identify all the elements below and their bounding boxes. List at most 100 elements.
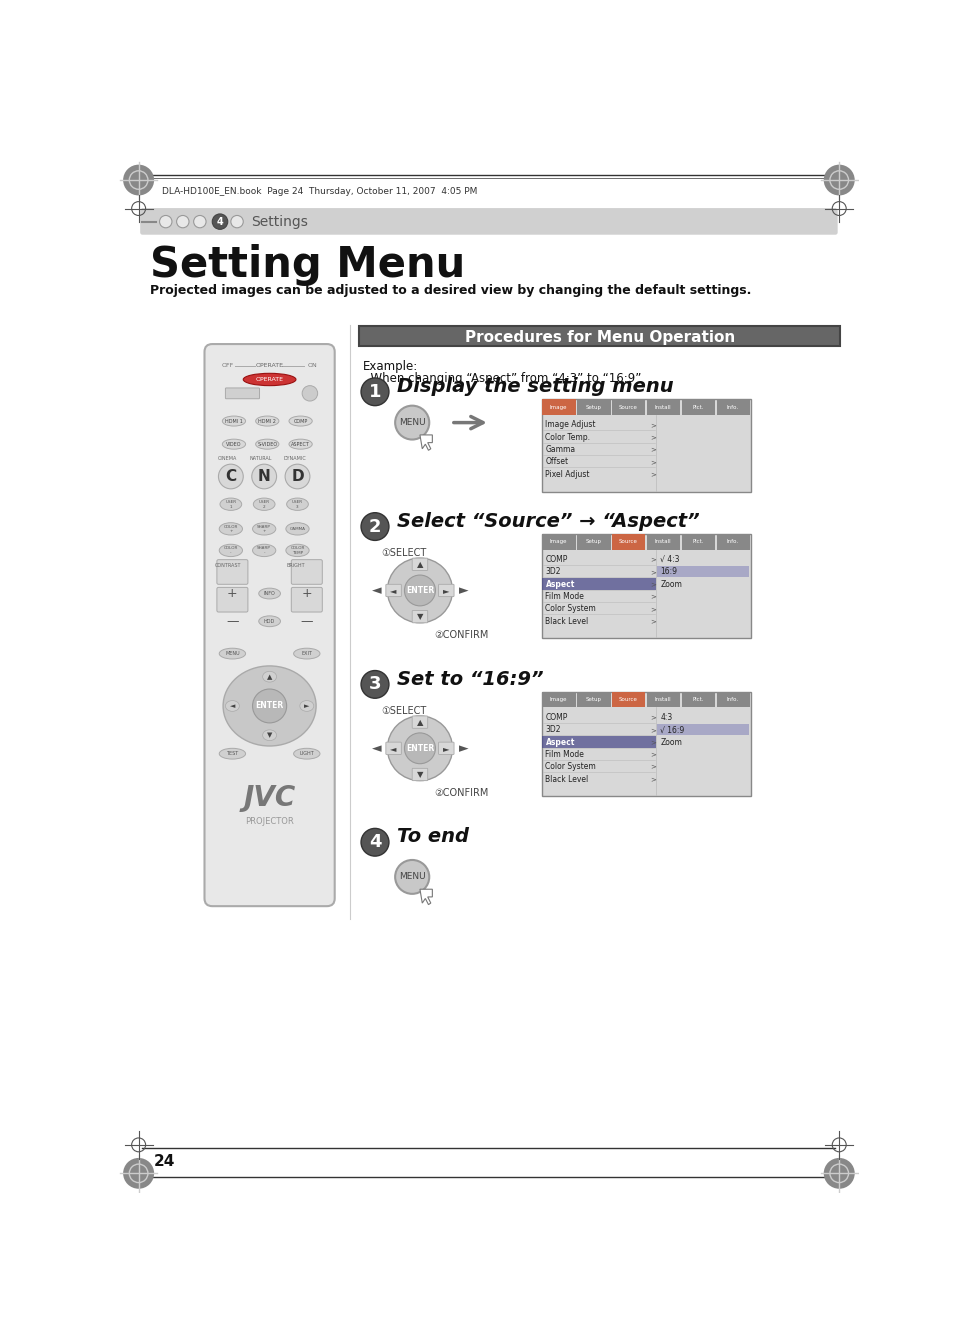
Text: COLOR
TEMP: COLOR TEMP (290, 547, 304, 555)
Text: >: > (649, 458, 656, 465)
Text: ►: ► (442, 586, 449, 595)
FancyBboxPatch shape (541, 535, 750, 638)
Text: Source: Source (618, 405, 638, 410)
Text: Image: Image (549, 540, 567, 544)
Ellipse shape (294, 649, 319, 659)
FancyBboxPatch shape (438, 742, 454, 754)
Circle shape (285, 464, 310, 489)
Text: COLOR
-: COLOR - (223, 547, 238, 555)
Text: ▼: ▼ (267, 732, 272, 738)
FancyBboxPatch shape (716, 535, 749, 549)
Circle shape (123, 1158, 154, 1189)
FancyBboxPatch shape (412, 716, 427, 729)
Text: ON: ON (308, 363, 317, 369)
FancyBboxPatch shape (646, 691, 679, 708)
Text: EXIT: EXIT (301, 651, 312, 657)
Ellipse shape (262, 671, 276, 682)
Text: PROJECTOR: PROJECTOR (245, 817, 294, 825)
Text: JVC: JVC (243, 784, 295, 812)
Text: D: D (291, 469, 303, 484)
Circle shape (253, 689, 286, 722)
Circle shape (231, 216, 243, 228)
Text: ◄: ◄ (372, 584, 381, 596)
Text: COMP: COMP (545, 713, 567, 722)
FancyBboxPatch shape (577, 535, 610, 549)
Text: 3D2: 3D2 (545, 725, 560, 734)
Text: LIGHT: LIGHT (299, 752, 314, 756)
Text: >: > (649, 582, 656, 587)
Text: +: + (301, 587, 312, 600)
Text: 24: 24 (153, 1154, 174, 1170)
Text: MENU: MENU (398, 418, 425, 427)
Text: Install: Install (655, 540, 671, 544)
FancyBboxPatch shape (225, 389, 259, 399)
Ellipse shape (255, 415, 278, 426)
Text: S-VIDEO: S-VIDEO (257, 442, 277, 446)
FancyBboxPatch shape (657, 565, 748, 578)
Text: ▼: ▼ (416, 770, 423, 779)
Ellipse shape (253, 544, 275, 556)
Text: 16:9: 16:9 (659, 567, 677, 576)
Text: Set to “16:9”: Set to “16:9” (396, 670, 542, 689)
FancyBboxPatch shape (542, 578, 655, 590)
Circle shape (360, 670, 389, 698)
Ellipse shape (223, 666, 315, 746)
Circle shape (404, 733, 435, 764)
Text: Film Mode: Film Mode (545, 750, 584, 758)
Text: ▲: ▲ (416, 718, 423, 726)
Text: >: > (649, 606, 656, 612)
Circle shape (252, 464, 276, 489)
Text: ▲: ▲ (267, 674, 272, 679)
Circle shape (360, 378, 389, 406)
Ellipse shape (253, 523, 275, 535)
Text: Pict.: Pict. (692, 697, 703, 702)
Text: USER
3: USER 3 (292, 500, 303, 508)
FancyBboxPatch shape (412, 611, 427, 623)
Text: 4: 4 (369, 833, 381, 851)
Text: Zoom: Zoom (659, 737, 681, 746)
Text: >: > (649, 594, 656, 599)
Text: >: > (649, 618, 656, 624)
Text: Source: Source (618, 697, 638, 702)
Text: COMP: COMP (294, 418, 308, 423)
FancyBboxPatch shape (291, 560, 322, 584)
Text: —: — (300, 615, 313, 627)
Text: Pixel Adjust: Pixel Adjust (545, 470, 589, 478)
Ellipse shape (219, 523, 242, 535)
Text: ►: ► (458, 584, 468, 596)
Text: When changing “Aspect” from “4:3” to “16:9”: When changing “Aspect” from “4:3” to “16… (363, 371, 641, 385)
Text: 3D2: 3D2 (545, 567, 560, 576)
Ellipse shape (219, 748, 245, 758)
Text: ①SELECT: ①SELECT (381, 548, 426, 557)
Text: Setup: Setup (585, 405, 601, 410)
Text: >: > (649, 752, 656, 757)
Text: CONTRAST: CONTRAST (214, 563, 241, 568)
Text: 4:3: 4:3 (659, 713, 672, 722)
Text: Gamma: Gamma (545, 445, 575, 454)
Text: MENU: MENU (398, 872, 425, 882)
Circle shape (302, 386, 317, 401)
FancyBboxPatch shape (716, 691, 749, 708)
Text: Info.: Info. (726, 405, 739, 410)
FancyBboxPatch shape (542, 535, 575, 549)
Text: USER
1: USER 1 (225, 500, 236, 508)
Text: 1: 1 (369, 383, 381, 401)
Text: HDD: HDD (264, 619, 274, 623)
Text: ▲: ▲ (416, 560, 423, 568)
Text: >: > (649, 434, 656, 441)
Circle shape (387, 559, 452, 623)
Ellipse shape (286, 498, 308, 511)
FancyBboxPatch shape (542, 736, 655, 748)
Text: Pict.: Pict. (692, 405, 703, 410)
FancyBboxPatch shape (657, 724, 748, 736)
FancyBboxPatch shape (438, 584, 454, 596)
Circle shape (218, 464, 243, 489)
FancyBboxPatch shape (385, 584, 401, 596)
Ellipse shape (299, 701, 314, 712)
Circle shape (360, 828, 389, 856)
Text: HDMI 2: HDMI 2 (258, 418, 276, 423)
Text: ►: ► (442, 744, 449, 753)
Circle shape (395, 406, 429, 440)
Circle shape (360, 513, 389, 540)
Text: USER
2: USER 2 (258, 500, 270, 508)
